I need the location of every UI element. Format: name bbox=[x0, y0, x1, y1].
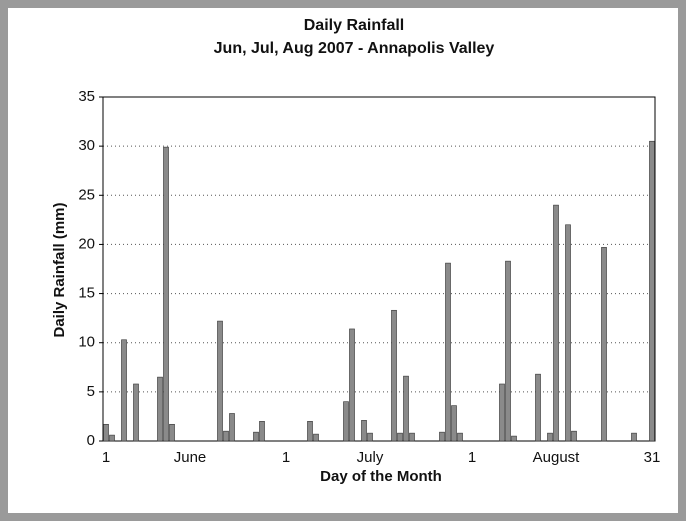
y-tick-label: 10 bbox=[78, 334, 95, 351]
x-tick-label: 31 bbox=[644, 449, 661, 466]
y-tick-label: 35 bbox=[78, 88, 95, 105]
y-tick-label: 30 bbox=[78, 137, 95, 154]
bar bbox=[505, 260, 511, 442]
bar bbox=[403, 375, 409, 442]
bar bbox=[499, 383, 505, 442]
bar bbox=[109, 434, 115, 442]
y-tick-label: 15 bbox=[78, 285, 95, 302]
bar bbox=[397, 432, 403, 442]
bar bbox=[121, 339, 127, 442]
y-axis-label: Daily Rainfall (mm) bbox=[51, 202, 68, 337]
bar bbox=[163, 146, 169, 442]
bar bbox=[457, 432, 463, 442]
bar bbox=[649, 140, 655, 442]
bar bbox=[571, 430, 577, 442]
x-tick-label: 1 bbox=[468, 449, 476, 466]
bar bbox=[229, 413, 235, 442]
bar bbox=[169, 423, 175, 442]
bar bbox=[313, 433, 319, 442]
y-tick-label: 25 bbox=[78, 186, 95, 203]
bar bbox=[157, 376, 163, 442]
bar bbox=[367, 432, 373, 442]
bar bbox=[553, 204, 559, 442]
chart-title: Daily Rainfall bbox=[304, 17, 404, 34]
x-tick-label: June bbox=[174, 449, 207, 466]
bar bbox=[601, 247, 607, 442]
bar bbox=[445, 262, 451, 442]
bar bbox=[511, 435, 517, 442]
bar bbox=[217, 320, 223, 442]
x-tick-label: July bbox=[357, 449, 384, 466]
bar bbox=[223, 430, 229, 442]
plot-area bbox=[102, 96, 656, 442]
bar bbox=[631, 432, 637, 442]
bar bbox=[133, 383, 139, 442]
bar bbox=[535, 373, 541, 442]
bar bbox=[103, 423, 109, 442]
y-tick-label: 0 bbox=[87, 432, 95, 449]
bar bbox=[349, 328, 355, 442]
x-tick-label: August bbox=[533, 449, 581, 466]
bar bbox=[439, 431, 445, 442]
bar bbox=[409, 432, 415, 442]
bar bbox=[391, 309, 397, 442]
y-tick-label: 20 bbox=[78, 235, 95, 252]
bar bbox=[253, 431, 259, 442]
bar bbox=[547, 432, 553, 442]
bar bbox=[565, 224, 571, 442]
bar bbox=[259, 421, 265, 442]
bar bbox=[343, 401, 349, 442]
bar bbox=[307, 421, 313, 442]
x-tick-label: 1 bbox=[282, 449, 290, 466]
x-tick-label: 1 bbox=[102, 449, 110, 466]
y-tick-label: 5 bbox=[87, 383, 95, 400]
chart-subtitle: Jun, Jul, Aug 2007 - Annapolis Valley bbox=[214, 40, 495, 57]
bar bbox=[361, 420, 367, 442]
bar bbox=[451, 405, 457, 442]
x-axis-label: Day of the Month bbox=[320, 468, 442, 485]
